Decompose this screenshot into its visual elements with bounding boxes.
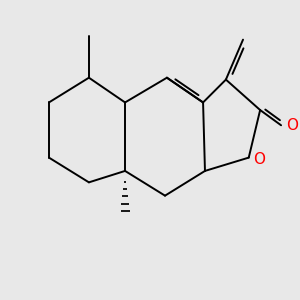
Text: O: O <box>286 118 298 133</box>
Text: O: O <box>253 152 265 167</box>
